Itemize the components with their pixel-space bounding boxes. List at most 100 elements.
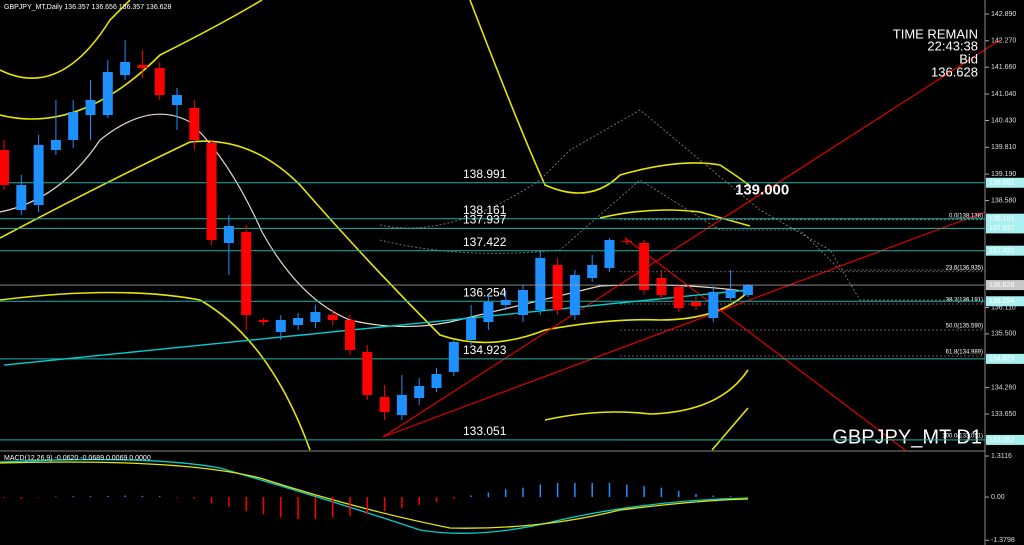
candle-body: [172, 95, 182, 106]
candle-body: [206, 142, 217, 240]
candle-body: [569, 275, 580, 316]
candle-body: [587, 265, 598, 279]
annotation: 139.000: [735, 181, 789, 198]
trend-line: [382, 39, 1001, 438]
bid: 136.628: [931, 64, 978, 79]
candle-body: [50, 140, 61, 150]
time-remain-label: TIME REMAIN: [893, 26, 978, 41]
macd-title: MACD(12,26,9) -0.0620 -0.0689 0.0069 0.0…: [4, 455, 151, 462]
band-line: [544, 369, 749, 421]
fib-label: 50.0(135.590): [946, 324, 983, 330]
candle-body: [33, 145, 44, 206]
candle-body: [241, 231, 252, 316]
y-tick-label: 141.660: [991, 64, 1016, 71]
ma-line: [0, 113, 751, 328]
y-tick-label: 142.890: [991, 11, 1016, 18]
macd-tick-label: 1.3116: [991, 453, 1012, 460]
y-tick-label: 138.580: [991, 197, 1016, 204]
candle-body: [137, 65, 148, 69]
candle-body: [518, 290, 528, 316]
y-tick-label: 141.040: [991, 91, 1016, 98]
candle-body: [639, 242, 650, 290]
candle-body: [466, 318, 477, 340]
level-box-label: 138.991: [989, 180, 1014, 187]
y-tick-label: 133.650: [991, 411, 1016, 418]
bid-box-label: 136.628: [989, 282, 1014, 289]
candle-body: [102, 71, 113, 116]
level-box: [986, 213, 1024, 224]
level-label: 137.937: [463, 213, 507, 227]
candle-body: [0, 150, 9, 186]
candle-body: [154, 68, 165, 96]
candle-body: [362, 351, 373, 396]
candle-body: [742, 285, 753, 296]
trend-line: [624, 237, 906, 451]
y-tick-label: 139.190: [991, 171, 1016, 178]
candle-body: [535, 258, 546, 310]
macd-tick-label: -1.3798: [991, 537, 1015, 544]
level-label: 133.051: [463, 424, 507, 438]
level-box-label: 137.422: [989, 248, 1014, 255]
candle-body: [379, 397, 390, 412]
fib-label: 38.2(136.191): [946, 298, 983, 304]
candle-body: [621, 240, 632, 242]
level-label: 138.161: [463, 203, 507, 217]
trend-lines: [382, 39, 1001, 451]
band-line: [0, 0, 263, 120]
y-tick-label: 136.110: [991, 304, 1016, 311]
candle-body: [345, 320, 355, 350]
chart-title: GBPJPY_MT,Daily 136.357 136.656 136.357 …: [4, 4, 171, 11]
candle-body: [431, 373, 442, 389]
trend-line: [382, 211, 986, 438]
level-box: [986, 177, 1024, 188]
candle-body: [708, 291, 719, 319]
candle-body: [691, 301, 701, 307]
bid-box: [986, 280, 1024, 291]
band-line: [711, 407, 749, 451]
candle-body: [120, 61, 131, 76]
bid-label: Bid: [959, 51, 978, 66]
candle-body: [396, 395, 407, 416]
candle-body: [500, 300, 511, 306]
candle-body: [310, 311, 321, 322]
level-label: 136.254: [463, 285, 507, 299]
candle-body: [85, 100, 96, 116]
symbol-label: GBPJPY_MT D1: [832, 426, 982, 448]
macd-line: [0, 458, 749, 534]
time-remain: 22:43:38: [927, 38, 978, 53]
candle-body: [16, 185, 27, 210]
candle-body: [604, 240, 615, 269]
y-tick-label: 135.500: [991, 331, 1016, 338]
y-tick-label: 140.430: [991, 117, 1016, 124]
fib-label: 0.0(138.138): [949, 213, 983, 219]
level-box: [986, 245, 1024, 256]
macd-tick-label: 0.00: [991, 494, 1005, 501]
candle-body: [275, 320, 286, 332]
candle-body: [552, 265, 563, 310]
candle-body: [448, 341, 459, 372]
band-line: [0, 291, 311, 451]
band-line: [0, 0, 131, 79]
band-line: [0, 140, 751, 344]
level-label: 137.422: [463, 235, 507, 249]
level-box-label: 134.923: [989, 356, 1014, 363]
signal-line: [0, 461, 749, 529]
candle-body: [725, 290, 736, 299]
fib-label: 23.6(136.935): [946, 265, 983, 271]
candle-body: [223, 226, 234, 243]
level-label: 138.991: [463, 167, 507, 181]
level-box: [986, 434, 1024, 445]
level-box-label: 137.937: [989, 225, 1014, 232]
level-box: [986, 296, 1024, 307]
candle-body: [656, 278, 667, 296]
candle-body: [414, 386, 425, 399]
level-box: [986, 223, 1024, 234]
candle-body: [68, 111, 79, 140]
band-line: [469, 0, 751, 194]
candle-body: [189, 108, 200, 140]
level-box-label: 138.161: [989, 216, 1014, 223]
y-tick-label: 139.810: [991, 144, 1016, 151]
macd-lines: [0, 458, 749, 534]
